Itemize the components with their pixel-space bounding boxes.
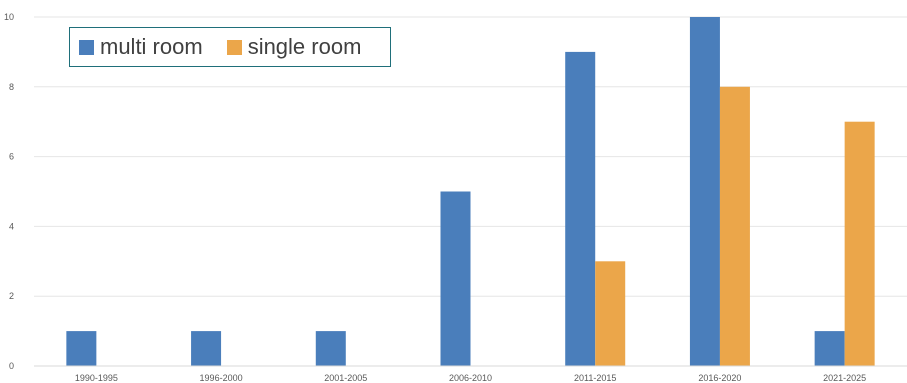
legend-label-single-room: single room (247, 34, 362, 59)
y-axis: 0 2 4 6 8 10 (4, 12, 14, 371)
legend-item-single-room: single room (226, 34, 362, 60)
bars (66, 17, 875, 367)
bar-multi-room-2006-2010 (440, 191, 471, 366)
gridlines (34, 16, 907, 297)
bar-single-room-2021-2025 (844, 121, 875, 366)
y-tick-label-2: 2 (9, 291, 14, 301)
x-tick-label-2011-2015: 2011-2015 (574, 373, 616, 383)
legend-swatch-multi-room (79, 39, 94, 55)
legend-label-multi-room: multi room (100, 34, 203, 59)
bar-multi-room-2021-2025 (814, 331, 845, 366)
legend: multi room single room (69, 27, 391, 67)
bar-multi-room-2016-2020 (689, 17, 720, 366)
bar-multi-room-2001-2005 (315, 331, 346, 366)
x-tick-label-2006-2010: 2006-2010 (449, 373, 492, 383)
x-tick-label-2001-2005: 2001-2005 (324, 373, 367, 383)
bar-multi-room-1996-2000 (191, 331, 222, 366)
y-tick-label-0: 0 (9, 361, 14, 371)
x-tick-label-2016-2020: 2016-2020 (698, 373, 741, 383)
bar-multi-room-2011-2015 (565, 51, 596, 367)
y-tick-label-8: 8 (9, 82, 14, 92)
x-axis: 1990-1995 1996-2000 2001-2005 2006-2010 2011… (75, 373, 866, 383)
legend-item-multi-room: multi room (79, 34, 203, 60)
bar-single-room-2011-2015 (595, 261, 626, 366)
x-tick-label-1990-1995: 1990-1995 (75, 373, 118, 383)
legend-swatch-single-room (226, 39, 242, 55)
x-tick-label-1996-2000: 1996-2000 (200, 373, 243, 383)
y-tick-label-4: 4 (9, 221, 14, 231)
bar-single-room-2016-2020 (719, 86, 750, 367)
y-tick-label-10: 10 (4, 12, 14, 22)
bar-multi-room-1990-1995 (66, 331, 97, 366)
y-tick-label-6: 6 (9, 152, 14, 162)
x-tick-label-2021-2025: 2021-2025 (823, 373, 866, 383)
